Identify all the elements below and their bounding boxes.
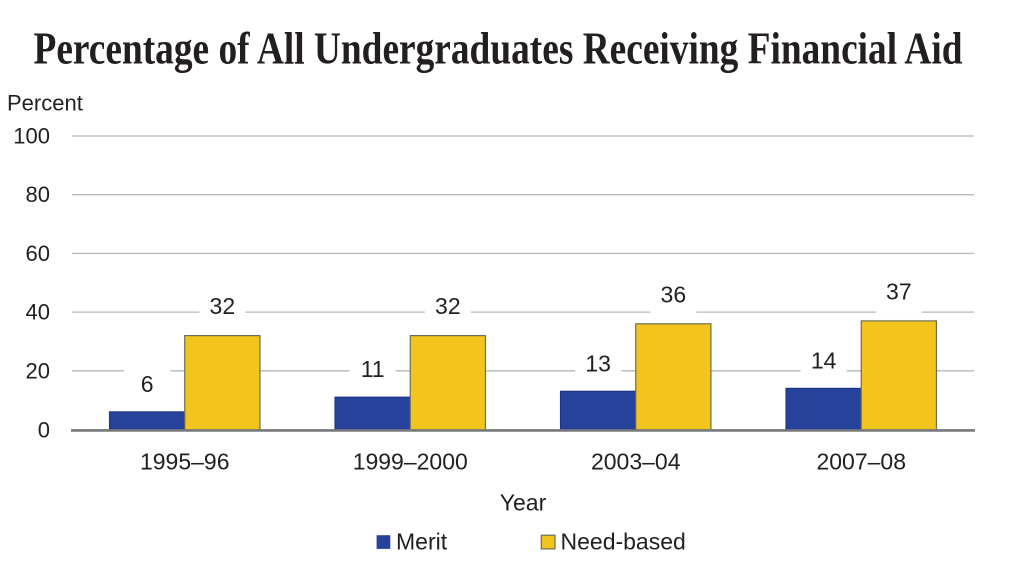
svg-text:14: 14 (811, 347, 837, 373)
svg-text:60: 60 (26, 241, 50, 266)
svg-text:1995–96: 1995–96 (140, 449, 230, 475)
svg-text:32: 32 (210, 293, 236, 319)
svg-text:80: 80 (26, 182, 50, 207)
svg-text:40: 40 (26, 300, 50, 325)
svg-text:100: 100 (13, 124, 50, 149)
svg-text:11: 11 (361, 356, 385, 382)
svg-text:36: 36 (661, 281, 687, 307)
svg-text:0: 0 (38, 418, 50, 443)
svg-text:Merit: Merit (396, 529, 448, 555)
svg-text:2007–08: 2007–08 (816, 449, 906, 475)
svg-text:Percent: Percent (7, 91, 83, 116)
svg-text:1999–2000: 1999–2000 (353, 449, 468, 475)
svg-text:13: 13 (585, 350, 611, 376)
svg-text:2003–04: 2003–04 (591, 449, 681, 475)
svg-text:Percentage of All Undergraduat: Percentage of All Undergraduates Receivi… (34, 23, 963, 74)
svg-text:20: 20 (26, 358, 50, 383)
svg-text:Need-based: Need-based (561, 529, 686, 555)
svg-text:32: 32 (435, 293, 461, 319)
svg-text:6: 6 (141, 371, 154, 397)
svg-text:Year: Year (500, 490, 547, 516)
svg-text:37: 37 (886, 278, 912, 304)
